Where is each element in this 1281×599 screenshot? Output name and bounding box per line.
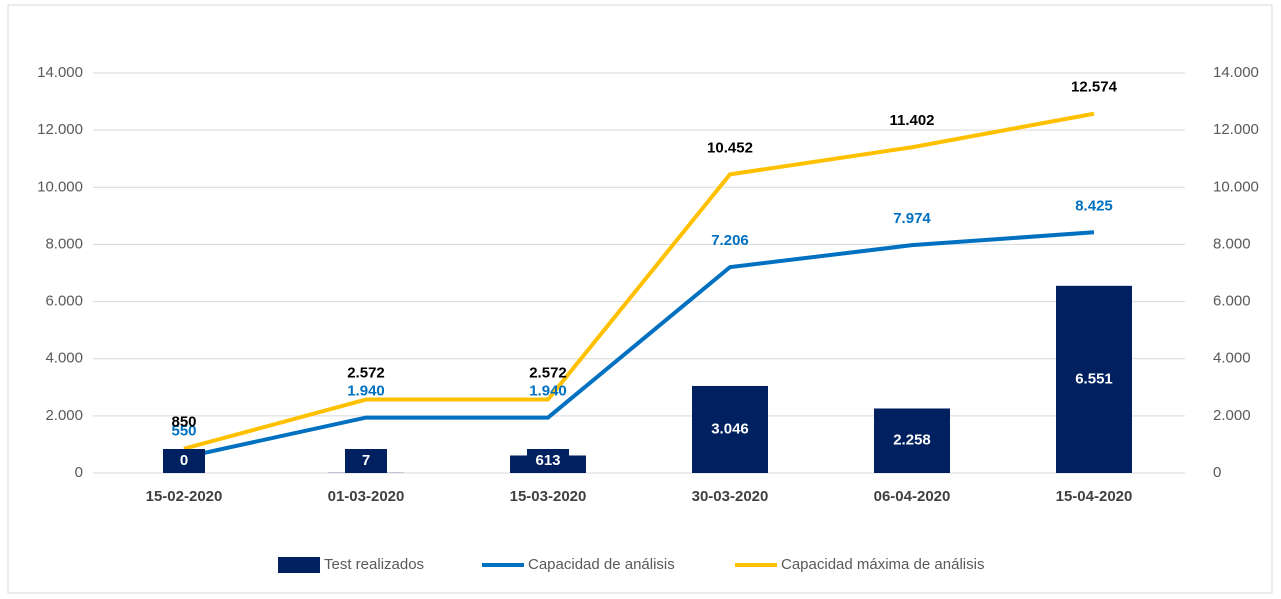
y-tick-label: 2.000 [45,407,83,424]
line-value-label: 2.572 [529,364,567,381]
line-value-label: 850 [171,414,196,431]
y2-tick-label: 8.000 [1213,235,1251,252]
y-tick-label: 12.000 [37,121,83,138]
y-tick-label: 4.000 [45,350,83,367]
x-tick-label: 15-02-2020 [146,488,223,505]
line-value-label: 1.940 [529,383,567,400]
bar-value-label: 0 [180,452,188,469]
bar-value-label: 7 [362,452,370,469]
line-value-label: 12.574 [1071,79,1118,96]
y2-tick-label: 6.000 [1213,293,1251,310]
y-tick-label: 8.000 [45,235,83,252]
bar-value-label: 3.046 [711,420,749,437]
y2-tick-label: 10.000 [1213,178,1259,195]
y-tick-label: 10.000 [37,178,83,195]
line-value-label: 1.940 [347,383,385,400]
y-tick-label: 6.000 [45,293,83,310]
x-tick-label: 15-04-2020 [1056,488,1133,505]
x-tick-label: 15-03-2020 [510,488,587,505]
line-value-label: 2.572 [347,364,385,381]
x-tick-label: 06-04-2020 [874,488,951,505]
line-value-label: 7.974 [893,210,931,227]
line-value-label: 11.402 [889,112,934,129]
legend-label: Test realizados [324,556,424,573]
y2-tick-label: 14.000 [1213,64,1259,81]
bar-value-label: 2.258 [893,432,931,449]
x-tick-label: 01-03-2020 [328,488,405,505]
legend-swatch [278,557,320,573]
y2-tick-label: 2.000 [1213,407,1251,424]
y2-tick-label: 4.000 [1213,350,1251,367]
y2-tick-label: 0 [1213,464,1221,481]
line-value-label: 7.206 [711,232,749,249]
y-tick-label: 0 [75,464,83,481]
line-value-label: 8.425 [1075,197,1113,214]
y-tick-label: 14.000 [37,64,83,81]
x-tick-label: 30-03-2020 [692,488,769,505]
line-value-label: 10.452 [707,139,753,156]
legend-label: Capacidad máxima de análisis [781,556,984,573]
y2-tick-label: 12.000 [1213,121,1259,138]
legend-label: Capacidad de análisis [528,556,675,573]
bar-value-label: 6.551 [1075,370,1113,387]
bar-value-label: 613 [535,452,560,469]
